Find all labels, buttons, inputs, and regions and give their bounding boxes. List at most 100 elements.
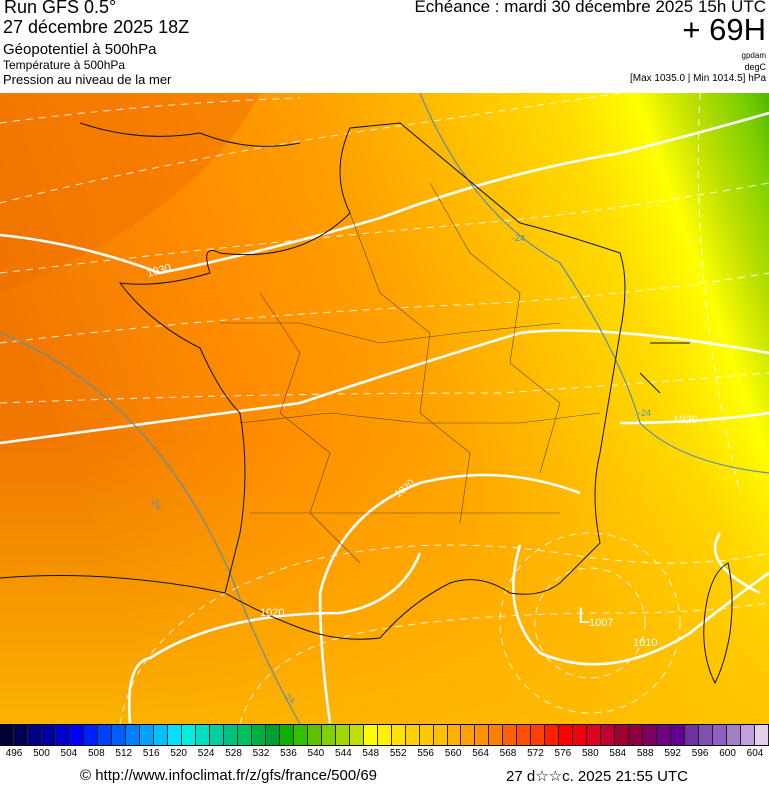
colorbar-swatch (293, 725, 308, 745)
low-pressure-marker: L (578, 603, 590, 628)
colorbar-swatch (125, 725, 140, 745)
isobar-label: 1010 (633, 637, 657, 649)
colorbar-swatch (657, 725, 672, 745)
colorbar-tick-label: 536 (280, 748, 297, 759)
colorbar-swatch (447, 725, 462, 745)
colorbar-swatch (83, 725, 98, 745)
temperature-contours (0, 93, 769, 724)
colorbar-swatch (629, 725, 644, 745)
isobars (0, 111, 769, 724)
colorbar-swatch (307, 725, 322, 745)
colorbar-swatch (69, 725, 84, 745)
colorbar-tick-label: 500 (33, 748, 50, 759)
colorbar-swatch (349, 725, 364, 745)
colorbar-tick-label: 564 (472, 748, 489, 759)
colorbar-swatch (741, 725, 756, 745)
colorbar-tick-label: 560 (444, 748, 462, 759)
colorbar-swatch (573, 725, 588, 745)
temperature-label: -24 (638, 408, 651, 418)
colorbar-swatch (111, 725, 126, 745)
colorbar-tick-label: 584 (609, 748, 627, 759)
colorbar-tick-label: 508 (87, 748, 105, 759)
colorbar-tick-label: 496 (5, 748, 23, 759)
colorbar-labels: 496 500 504 508 512 516 520 524 528 532 536 540 544 5… (0, 748, 769, 762)
colorbar-swatch (475, 725, 490, 745)
colorbar-swatch (545, 725, 560, 745)
colorbar-tick-label: 548 (362, 748, 380, 759)
colorbar-tick-label: 516 (142, 748, 160, 759)
colorbar-swatch (643, 725, 658, 745)
colorbar-tick-label: 552 (389, 748, 407, 759)
colorbar-swatch (587, 725, 602, 745)
colorbar-swatch (391, 725, 406, 745)
colorbar (0, 724, 769, 746)
colorbar-swatch (209, 725, 224, 745)
layer-temperature: Température à 500hPa (3, 58, 126, 72)
colorbar-tick-label: 544 (334, 748, 352, 759)
colorbar-swatch (335, 725, 350, 745)
copyright-url: © http://www.infoclimat.fr/z/gfs/france/… (80, 767, 378, 784)
colorbar-swatch (685, 725, 700, 745)
colorbar-swatch (531, 725, 546, 745)
weather-map: 1030 1020 1020 1020 1010 L 1007 -24 -24 … (0, 93, 769, 724)
colorbar-tick-label: 576 (554, 748, 572, 759)
colorbar-swatch (251, 725, 266, 745)
colorbar-swatch (699, 725, 714, 745)
run-date: 27 décembre 2025 18Z (3, 17, 190, 37)
colorbar-swatch (559, 725, 574, 745)
colorbar-swatch (223, 725, 238, 745)
colorbar-swatch (97, 725, 112, 745)
colorbar-tick-label: 540 (307, 748, 325, 759)
colorbar-swatch (517, 725, 532, 745)
colorbar-swatch (237, 725, 252, 745)
colorbar-swatch (433, 725, 448, 745)
colorbar-tick-label: 524 (197, 748, 215, 759)
colorbar-swatch (503, 725, 518, 745)
colorbar-swatch (139, 725, 154, 745)
forecast-time: Echéance : mardi 30 décembre 2025 15h UT… (414, 0, 766, 16)
colorbar-swatch (489, 725, 504, 745)
unit-gpdam: gpdam (741, 51, 766, 60)
colorbar-swatch (13, 725, 28, 745)
isobar-label: 1020 (673, 414, 697, 426)
colorbar-swatch (601, 725, 616, 745)
colorbar-swatch (419, 725, 434, 745)
colorbar-tick-label: 580 (581, 748, 599, 759)
colorbar-tick-label: 532 (252, 748, 270, 759)
colorbar-swatch (279, 725, 294, 745)
colorbar-tick-label: 592 (664, 748, 681, 759)
colorbar-tick-label: 528 (225, 748, 242, 759)
generated-timestamp: 27 d☆☆c. 2025 21:55 UTC (506, 768, 688, 785)
colorbar-tick-label: 520 (170, 748, 187, 759)
unit-degc: degC (744, 62, 766, 72)
colorbar-tick-label: 604 (746, 748, 764, 759)
layer-pressure: Pression au niveau de la mer (3, 72, 172, 87)
colorbar-swatch (321, 725, 336, 745)
colorbar-swatch (153, 725, 168, 745)
coastlines (0, 122, 733, 685)
colorbar-swatch (55, 725, 70, 745)
layer-geopotential: Géopotentiel à 500hPa (3, 41, 157, 58)
colorbar-swatch (755, 725, 769, 745)
colorbar-tick-label: 588 (636, 748, 654, 759)
colorbar-tick-label: 600 (719, 748, 736, 759)
colorbar-swatch (27, 725, 42, 745)
temperature-isotherm (0, 332, 301, 724)
colorbar-tick-label: 504 (60, 748, 78, 759)
colorbar-swatch (377, 725, 392, 745)
department-borders (220, 182, 601, 564)
low-pressure-value: 1007 (589, 617, 613, 629)
colorbar-swatch (713, 725, 728, 745)
colorbar-swatch (265, 725, 280, 745)
colorbar-swatch (405, 725, 420, 745)
forecast-offset: + 69H (682, 12, 766, 47)
colorbar-swatch (181, 725, 196, 745)
run-title: Run GFS 0.5° (4, 0, 117, 17)
isobar-label: 1020 (260, 607, 284, 619)
colorbar-swatch (671, 725, 686, 745)
temperature-label: -24 (512, 233, 525, 243)
colorbar-swatch (461, 725, 476, 745)
colorbar-tick-label: 568 (499, 748, 517, 759)
colorbar-tick-label: 512 (115, 748, 133, 759)
colorbar-tick-label: 556 (417, 748, 434, 759)
